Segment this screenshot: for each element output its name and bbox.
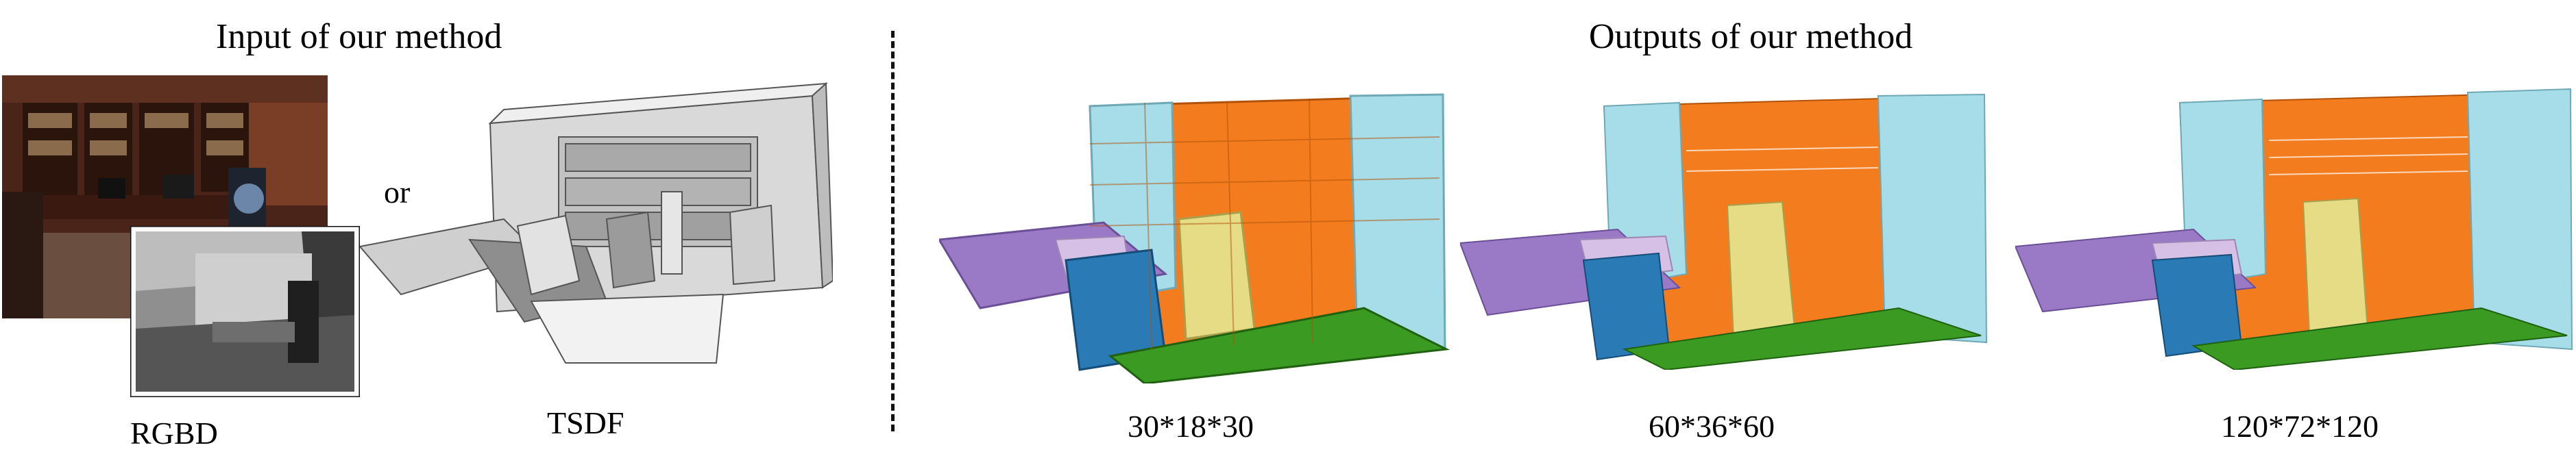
output-title: Outputs of our method bbox=[1589, 17, 1913, 56]
rgbd-label: RGBD bbox=[130, 416, 218, 451]
resolution-label-2: 60*36*60 bbox=[1649, 409, 1775, 444]
voxel-output-high-res bbox=[2015, 75, 2574, 370]
voxel-output-mid-res bbox=[1460, 82, 1988, 370]
tsdf-label: TSDF bbox=[547, 405, 624, 440]
rgb-image bbox=[2, 75, 328, 318]
input-title: Input of our method bbox=[216, 17, 502, 56]
resolution-label-3: 120*72*120 bbox=[2221, 409, 2379, 444]
depth-image bbox=[130, 226, 360, 397]
tsdf-render bbox=[360, 75, 833, 370]
dashed-divider bbox=[891, 31, 895, 431]
resolution-label-1: 30*18*30 bbox=[1128, 409, 1254, 444]
voxel-output-low-res bbox=[939, 82, 1460, 383]
or-label: or bbox=[384, 175, 411, 210]
